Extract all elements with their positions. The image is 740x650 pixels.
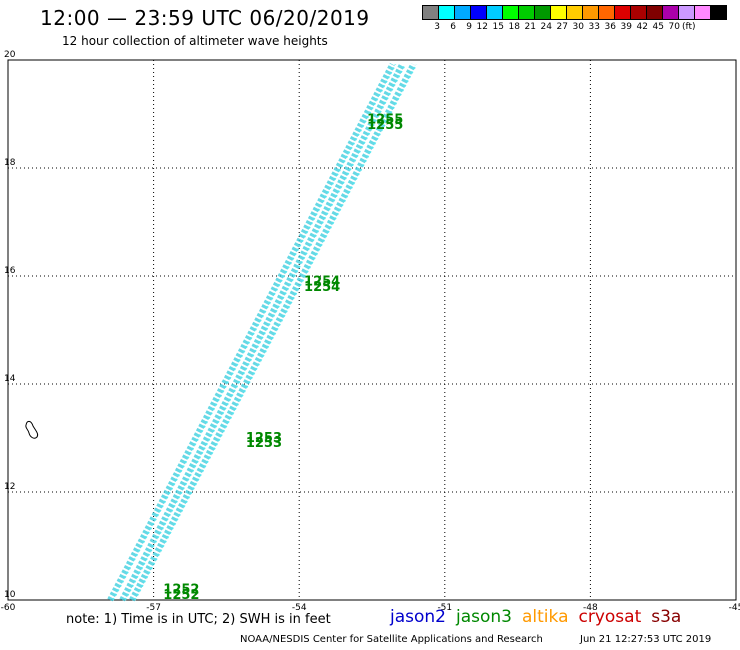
y-tick-label: 10 xyxy=(4,590,16,600)
y-tick-label: 18 xyxy=(4,158,16,168)
satellite-track xyxy=(119,62,407,602)
color-scale-labels: 3 6 9 12 15 18 21 24 27 30 33 36 39 42 45 70 (ft) xyxy=(424,22,702,32)
satellite-tracks xyxy=(107,62,418,602)
credit-text: NOAA/NESDIS Center for Satellite Applica… xyxy=(240,634,543,645)
color-scale-label: 42 xyxy=(636,22,648,32)
color-scale-label: 15 xyxy=(492,22,504,32)
footer-note: note: 1) Time is in UTC; 2) SWH is in fe… xyxy=(66,612,331,627)
page-title: 12:00 — 23:59 UTC 06/20/2019 xyxy=(40,6,370,30)
color-scale-label: 30 xyxy=(572,22,584,32)
track-time-label: 1254 xyxy=(304,280,340,295)
x-tick-label: -45 xyxy=(729,603,740,613)
credit-timestamp: Jun 21 12:27:53 UTC 2019 xyxy=(580,634,712,645)
track-line-detail xyxy=(124,63,407,601)
color-scale-label: 3 xyxy=(434,22,440,32)
satellite-legend-jason2: jason2 xyxy=(390,607,446,627)
color-swatch xyxy=(710,5,727,20)
color-scale-label: 39 xyxy=(620,22,632,32)
satellite-track xyxy=(129,62,418,602)
map-frame xyxy=(7,59,737,601)
track-time-label: 1253 xyxy=(246,431,282,446)
color-scale-label: 21 xyxy=(524,22,536,32)
x-tick-label: -51 xyxy=(437,603,452,613)
x-tick-label: -57 xyxy=(146,603,161,613)
satellite-track xyxy=(107,62,397,602)
x-tick-label: -60 xyxy=(1,603,16,613)
track-line-detail xyxy=(112,63,397,601)
track-time-label: 1253 xyxy=(246,436,282,451)
y-tick-label: 16 xyxy=(4,266,16,276)
satellite-legend: jason2 jason3 altika cryosat s3a xyxy=(390,607,691,627)
track-time-label: 1255 xyxy=(367,118,403,133)
track-line xyxy=(107,62,396,602)
color-scale-label: 27 xyxy=(556,22,568,32)
satellite-legend-altika: altika xyxy=(522,607,569,627)
color-scale-unit: (ft) xyxy=(682,22,696,32)
color-scale-label: 33 xyxy=(588,22,600,32)
track-time-label: 1255 xyxy=(367,113,403,128)
x-tick-label: -54 xyxy=(292,603,307,613)
y-tick-label: 12 xyxy=(4,482,15,492)
island-outline xyxy=(25,420,39,439)
map-grid xyxy=(8,60,736,600)
color-scale xyxy=(422,5,727,20)
color-scale-label: 12 xyxy=(476,22,488,32)
color-scale-label: 18 xyxy=(508,22,520,32)
track-line xyxy=(129,62,416,602)
color-scale-label: 36 xyxy=(604,22,616,32)
color-scale-label: 24 xyxy=(540,22,552,32)
map-axis-labels: -60 -57 -54 -51 -48 -45 20 18 16 14 12 10 xyxy=(1,50,740,613)
color-scale-label: 45 xyxy=(652,22,664,32)
track-line xyxy=(119,62,405,602)
y-tick-label: 20 xyxy=(4,50,16,60)
track-time-label: 1252 xyxy=(163,588,199,603)
color-scale-label: 6 xyxy=(450,22,456,32)
track-time-label: 1252 xyxy=(163,583,199,598)
track-line-detail xyxy=(133,63,418,601)
page-subtitle: 12 hour collection of altimeter wave hei… xyxy=(62,34,328,48)
satellite-legend-s3a: s3a xyxy=(651,607,682,627)
y-tick-label: 14 xyxy=(4,374,16,384)
satellite-legend-jason3: jason3 xyxy=(456,607,512,627)
track-time-label: 1254 xyxy=(304,275,340,290)
x-tick-label: -48 xyxy=(583,603,598,613)
satellite-legend-cryosat: cryosat xyxy=(578,607,642,627)
color-scale-label: 9 xyxy=(466,22,472,32)
color-scale-label: 70 xyxy=(668,22,680,32)
